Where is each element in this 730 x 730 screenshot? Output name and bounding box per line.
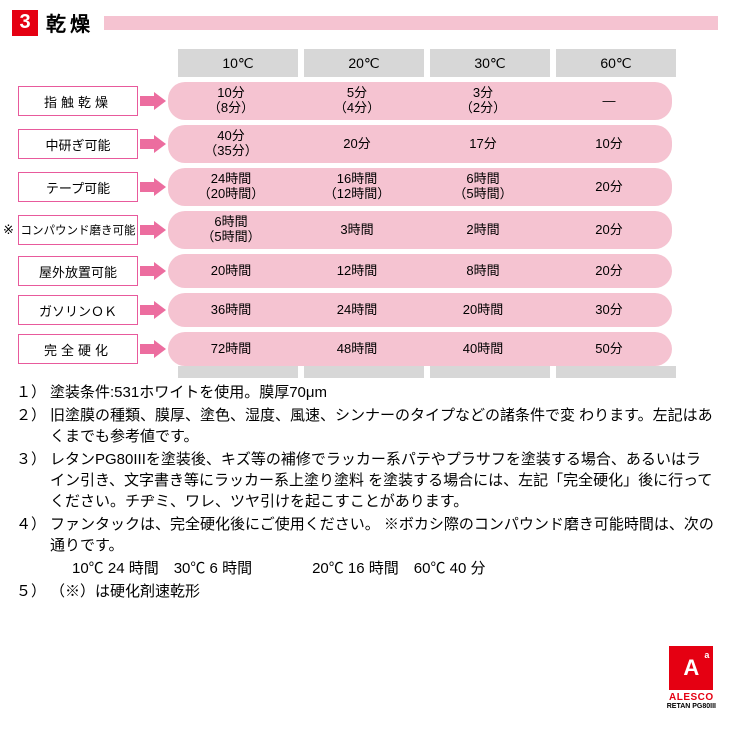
note-number: ５） — [16, 581, 50, 602]
data-cell: 2時間 — [420, 223, 546, 238]
data-pill: 24時間（20時間）16時間（12時間）6時間（5時間）20分 — [168, 168, 672, 206]
note-body: 旧塗膜の種類、膜厚、塗色、湿度、風速、シンナーのタイプなどの諸条件で変 わります… — [50, 405, 714, 447]
table-row: ガソリンＯＫ 36時間24時間20時間30分 — [18, 293, 718, 327]
data-cell: 5分（4分） — [294, 86, 420, 116]
notes-section: １）塗装条件:531ホワイトを使用。膜厚70μm２）旧塗膜の種類、膜厚、塗色、湿… — [12, 382, 718, 602]
data-cell: 20分 — [546, 180, 672, 195]
note-line: ２）旧塗膜の種類、膜厚、塗色、湿度、風速、シンナーのタイプなどの諸条件で変 わり… — [16, 405, 714, 447]
logo-brand: ALESCO — [667, 692, 716, 703]
data-cell: 10分（8分） — [168, 86, 294, 116]
section-header: 3 乾燥 — [12, 8, 718, 37]
data-cell: 16時間（12時間） — [294, 172, 420, 202]
data-pill: 10分（8分）5分（4分）3分（2分）― — [168, 82, 672, 120]
note-body: レタンPG80IIIを塗装後、キズ等の補修でラッカー系パテやプラサフを塗装する場… — [50, 449, 714, 512]
table-row: 指触乾燥 10分（8分）5分（4分）3分（2分）― — [18, 82, 718, 120]
note-body: （※）は硬化剤速乾形 — [50, 581, 714, 602]
arrow-icon — [138, 92, 168, 110]
table-row: コンパウンド磨き可能※ 6時間（5時間）3時間2時間20分 — [18, 211, 718, 249]
row-label: 完全硬化 — [18, 334, 138, 364]
row-label: 屋外放置可能 — [18, 256, 138, 286]
data-cell: 20分 — [546, 264, 672, 279]
data-cell: 20分 — [294, 137, 420, 152]
row-label: コンパウンド磨き可能※ — [18, 215, 138, 245]
column-header: 30℃ — [430, 49, 550, 77]
note-number: ２） — [16, 405, 50, 447]
note-body: 塗装条件:531ホワイトを使用。膜厚70μm — [50, 382, 714, 403]
data-cell: 24時間 — [294, 303, 420, 318]
bottom-spacer — [178, 366, 718, 370]
data-cell: 6時間（5時間） — [168, 215, 294, 245]
column-header: 60℃ — [556, 49, 676, 77]
table-row: 屋外放置可能 20時間12時間8時間20分 — [18, 254, 718, 288]
data-cell: 8時間 — [420, 264, 546, 279]
column-header: 10℃ — [178, 49, 298, 77]
data-pill: 36時間24時間20時間30分 — [168, 293, 672, 327]
section-number: 3 — [12, 10, 38, 36]
logo-product: RETAN PG80III — [667, 703, 716, 710]
note-line: ４）ファンタックは、完全硬化後にご使用ください。 ※ボカシ際のコンパウンド磨き可… — [16, 514, 714, 556]
arrow-icon — [138, 340, 168, 358]
data-cell: 20時間 — [168, 264, 294, 279]
section-title: 乾燥 — [46, 8, 94, 37]
data-cell: 40時間 — [420, 342, 546, 357]
logo-mark: A a — [669, 646, 713, 690]
note-line: ３）レタンPG80IIIを塗装後、キズ等の補修でラッカー系パテやプラサフを塗装す… — [16, 449, 714, 512]
row-label: テープ可能 — [18, 172, 138, 202]
data-cell: 48時間 — [294, 342, 420, 357]
arrow-icon — [138, 262, 168, 280]
data-cell: ― — [546, 94, 672, 109]
column-header: 20℃ — [304, 49, 424, 77]
data-pill: 6時間（5時間）3時間2時間20分 — [168, 211, 672, 249]
row-label: ガソリンＯＫ — [18, 295, 138, 325]
data-cell: 20分 — [546, 223, 672, 238]
data-cell: 10分 — [546, 137, 672, 152]
data-cell: 72時間 — [168, 342, 294, 357]
data-pill: 20時間12時間8時間20分 — [168, 254, 672, 288]
note-line: 10℃ 24 時間 30℃ 6 時間 20℃ 16 時間 60℃ 40 分 — [72, 558, 714, 579]
data-cell: 6時間（5時間） — [420, 172, 546, 202]
data-cell: 3分（2分） — [420, 86, 546, 116]
note-line: ５）（※）は硬化剤速乾形 — [16, 581, 714, 602]
data-cell: 12時間 — [294, 264, 420, 279]
data-cell: 24時間（20時間） — [168, 172, 294, 202]
asterisk-marker: ※ — [3, 222, 14, 238]
note-number: １） — [16, 382, 50, 403]
note-number: ３） — [16, 449, 50, 512]
row-label: 中研ぎ可能 — [18, 129, 138, 159]
data-pill: 72時間48時間40時間50分 — [168, 332, 672, 366]
arrow-icon — [138, 301, 168, 319]
data-pill: 40分（35分）20分17分10分 — [168, 125, 672, 163]
data-cell: 3時間 — [294, 223, 420, 238]
data-cell: 30分 — [546, 303, 672, 318]
note-body: ファンタックは、完全硬化後にご使用ください。 ※ボカシ際のコンパウンド磨き可能時… — [50, 514, 714, 556]
note-number: ４） — [16, 514, 50, 556]
data-cell: 40分（35分） — [168, 129, 294, 159]
data-cell: 36時間 — [168, 303, 294, 318]
data-cell: 17分 — [420, 137, 546, 152]
header-stripe — [104, 16, 718, 30]
table-row: 中研ぎ可能 40分（35分）20分17分10分 — [18, 125, 718, 163]
drying-table: 10℃20℃30℃60℃ 指触乾燥 10分（8分）5分（4分）3分（2分）― 中研ぎ… — [18, 49, 718, 370]
table-row: テープ可能 24時間（20時間）16時間（12時間）6時間（5時間）20分 — [18, 168, 718, 206]
arrow-icon — [138, 178, 168, 196]
arrow-icon — [138, 221, 168, 239]
brand-logo: A a ALESCO RETAN PG80III — [667, 646, 716, 710]
row-label: 指触乾燥 — [18, 86, 138, 116]
data-cell: 50分 — [546, 342, 672, 357]
data-cell: 20時間 — [420, 303, 546, 318]
table-row: 完全硬化 72時間48時間40時間50分 — [18, 332, 718, 366]
note-line: １）塗装条件:531ホワイトを使用。膜厚70μm — [16, 382, 714, 403]
column-headers: 10℃20℃30℃60℃ — [178, 49, 718, 77]
arrow-icon — [138, 135, 168, 153]
